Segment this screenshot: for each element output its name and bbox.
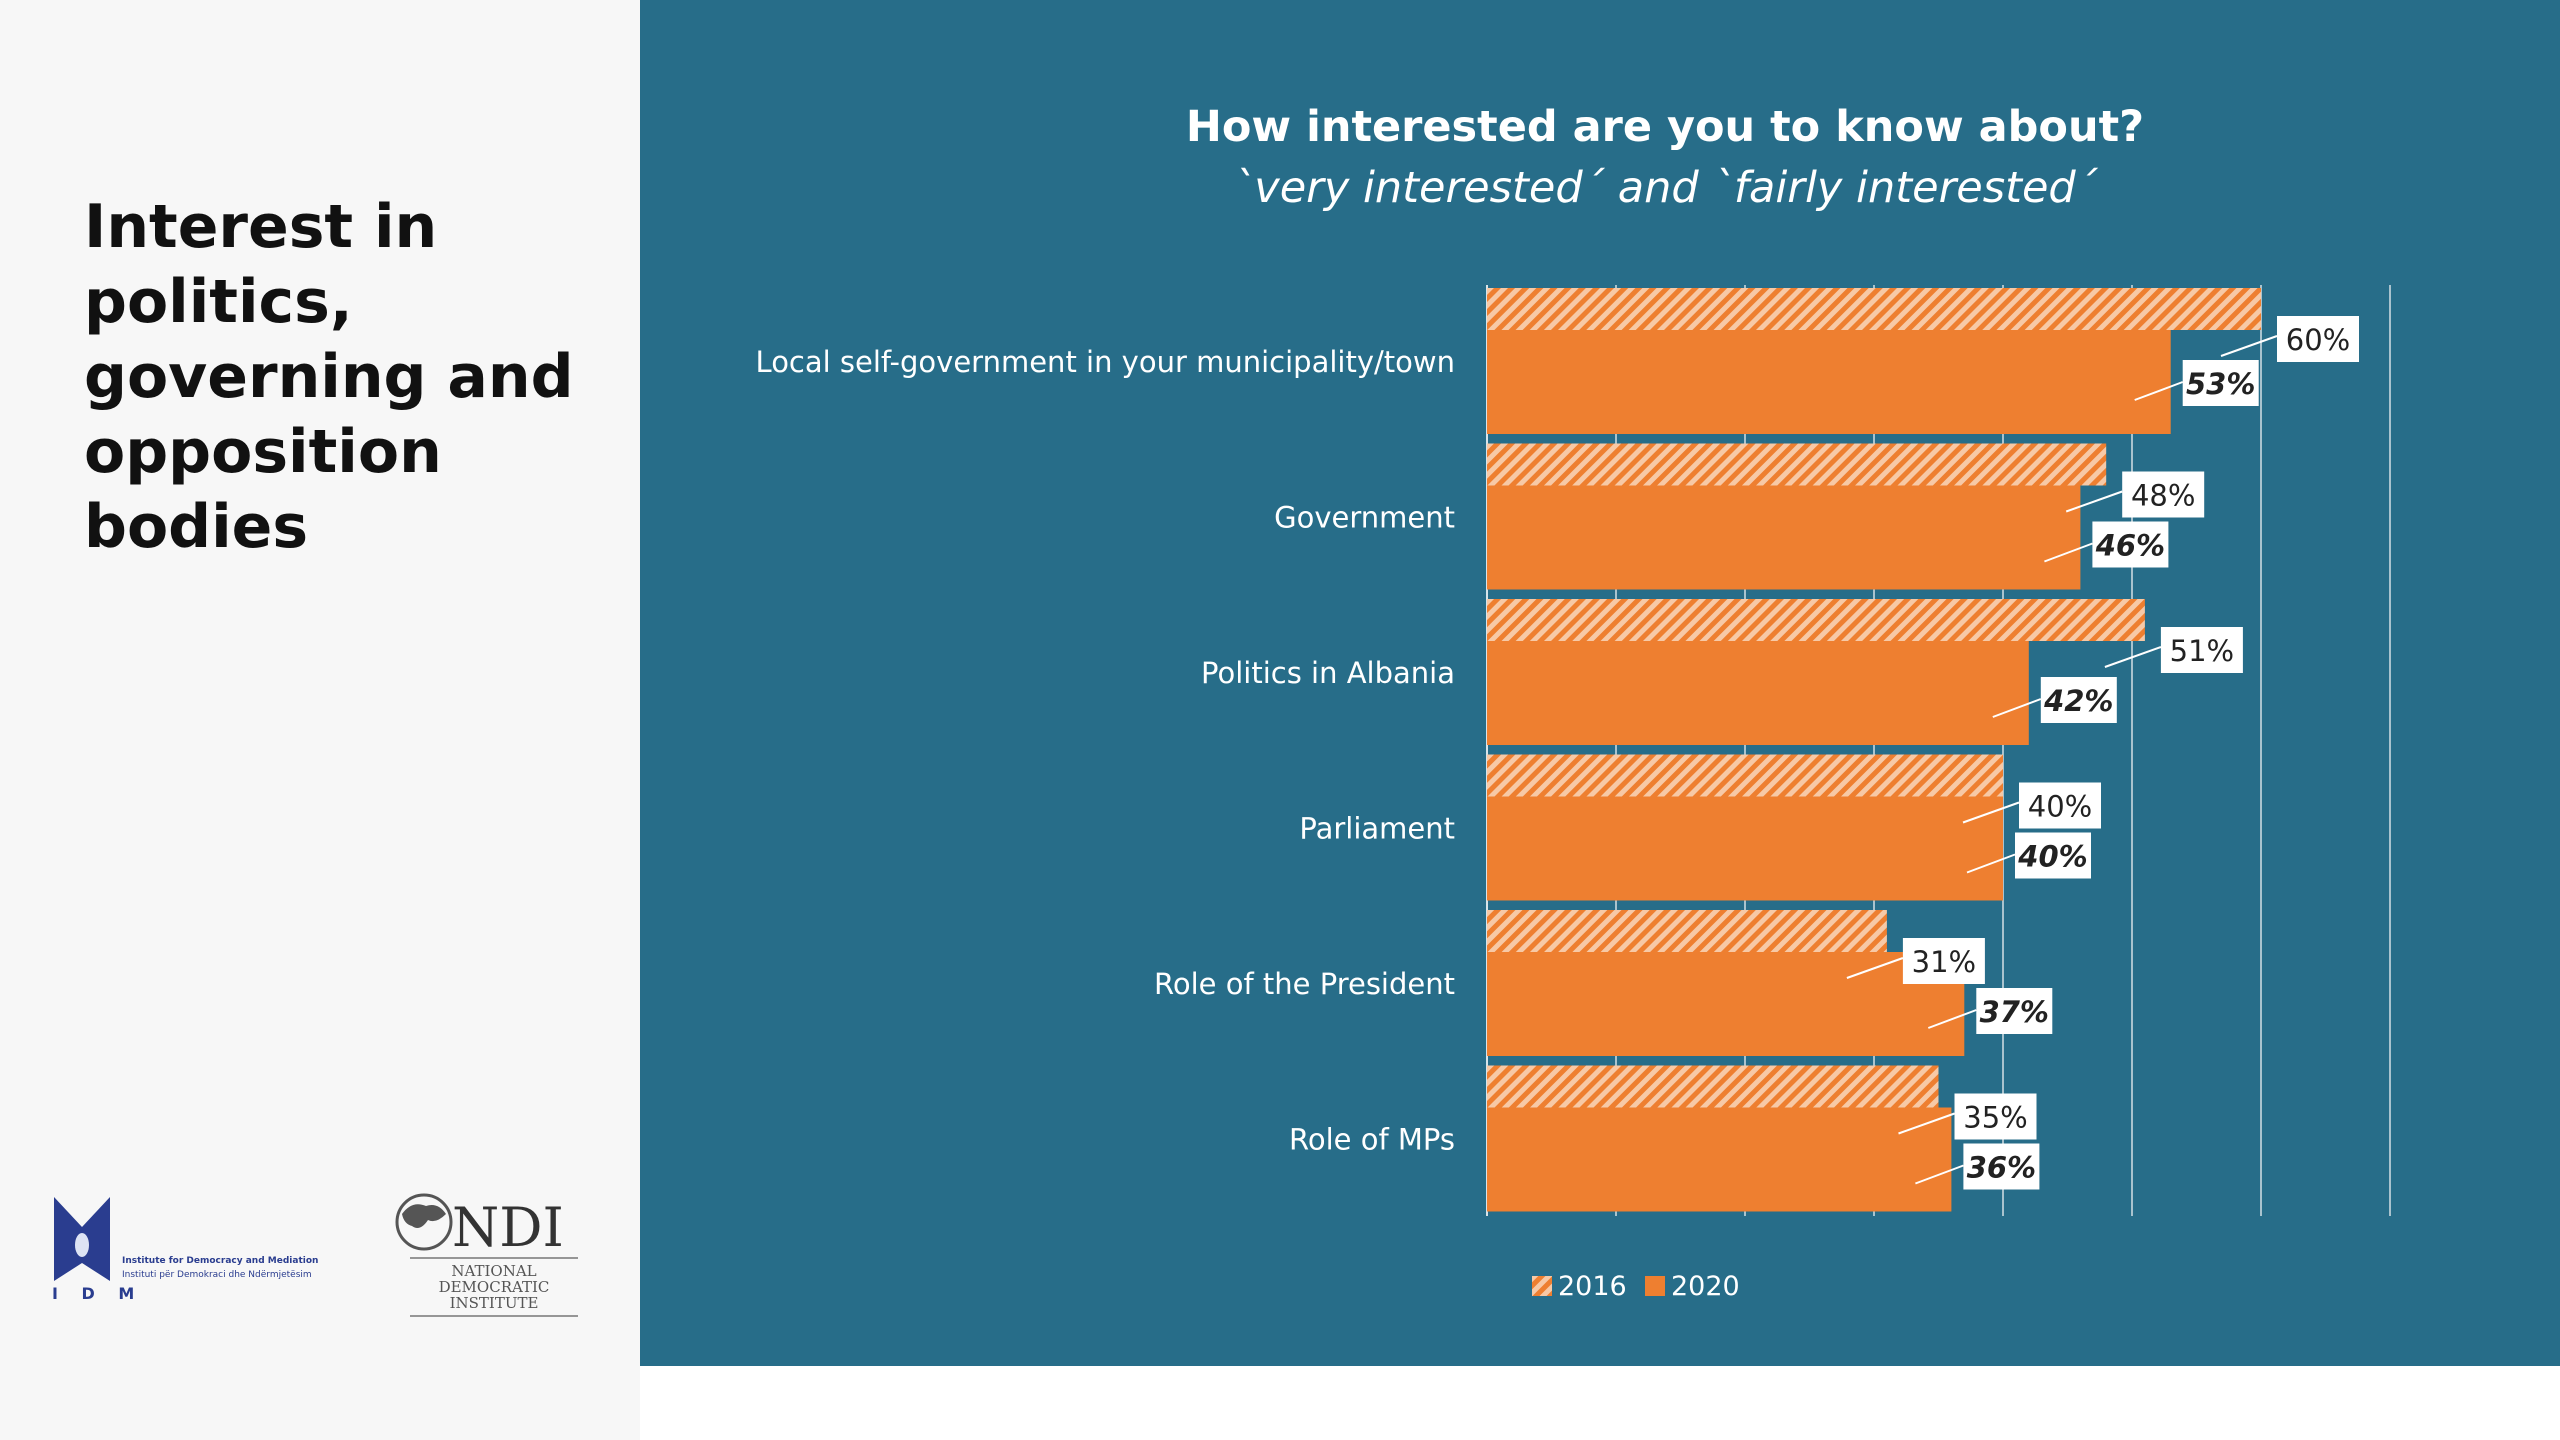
category-label: Politics in Albania <box>1201 656 1455 690</box>
data-label-text: 51% <box>2170 634 2234 668</box>
bar-2020 <box>1487 485 2081 590</box>
data-label-box <box>1902 938 1985 984</box>
idm-logo-mark-center <box>75 1233 89 1257</box>
leader-line-2016 <box>2104 646 2162 668</box>
data-label-text: 35% <box>1963 1101 2027 1135</box>
idm-logo: I D M Institute for Democracy and Mediat… <box>52 1197 318 1303</box>
data-label-text: 46% <box>2095 529 2165 563</box>
bar-2020 <box>1487 796 2003 901</box>
idm-logo-line1: Institute for Democracy and Mediation <box>122 1256 318 1266</box>
legend-swatch-2020 <box>1645 1276 1665 1296</box>
data-label-text: 48% <box>2131 479 2195 513</box>
data-label-2020: 46% <box>2092 521 2169 568</box>
data-label-text: 36% <box>1967 1151 2036 1185</box>
data-label-box <box>2015 832 2091 879</box>
idm-logo-line2: Instituti për Demokraci dhe Ndërmjetësim <box>122 1270 312 1280</box>
ndi-logo-line2: DEMOCRATIC <box>439 1278 550 1296</box>
data-label-text: 40% <box>2028 790 2092 824</box>
data-label-2020: 53% <box>2182 360 2259 406</box>
data-label-box <box>2277 316 2359 362</box>
category-labels: Local self-government in your municipali… <box>756 345 1455 1157</box>
data-label-box <box>2019 782 2101 829</box>
data-label-box <box>2122 471 2205 518</box>
data-label-2020: 37% <box>1976 988 2053 1034</box>
bar-2016 <box>1487 443 2107 486</box>
bar-2020 <box>1487 1107 1952 1212</box>
category-label: Local self-government in your municipali… <box>756 345 1455 379</box>
data-label-2020: 40% <box>2015 832 2091 879</box>
data-label-box <box>2182 360 2259 406</box>
data-label-2016: 35% <box>1954 1093 2037 1140</box>
legend-swatch-2016 <box>1532 1276 1552 1296</box>
category-label: Parliament <box>1299 812 1455 846</box>
bottom-strip <box>640 1366 2560 1440</box>
leader-line-2020 <box>1992 698 2042 718</box>
legend: 2016 2020 <box>1532 1271 1740 1302</box>
leader-line-2016 <box>1898 1112 1955 1135</box>
data-label-2020: 36% <box>1963 1143 2040 1190</box>
idm-logo-mark-right <box>82 1197 110 1281</box>
data-label-2020: 42% <box>2040 677 2117 723</box>
legend-label-2020: 2020 <box>1671 1271 1740 1302</box>
data-label-text: 42% <box>2043 684 2113 718</box>
leader-lines <box>1846 335 2278 1185</box>
leader-line-2016 <box>1846 957 1904 979</box>
category-label: Government <box>1274 501 1455 535</box>
data-label-2016: 40% <box>2019 782 2101 829</box>
data-label-box <box>2092 521 2169 568</box>
ndi-logo-mark: NDI <box>452 1196 564 1259</box>
ndi-logo: NDI NATIONAL DEMOCRATIC INSTITUTE <box>395 1193 578 1317</box>
leader-line-2020 <box>1927 1009 1977 1029</box>
bar-2016 <box>1487 1065 1939 1108</box>
bar-2016 <box>1487 599 2145 641</box>
idm-logo-mark-left <box>54 1197 82 1281</box>
slide-title: Interest in politics, governing and oppo… <box>84 192 574 562</box>
bar-2020 <box>1487 952 1965 1056</box>
leader-line-2020 <box>2044 542 2093 563</box>
ndi-globe-icon <box>395 1193 453 1251</box>
bar-2016 <box>1487 754 2003 797</box>
data-label-text: 53% <box>2186 367 2255 401</box>
leader-line-2020 <box>1915 1164 1964 1185</box>
bar-2016 <box>1487 288 2261 330</box>
bar-2016 <box>1487 910 1887 952</box>
data-label-text: 31% <box>1912 945 1976 979</box>
data-label-text: 37% <box>1980 995 2049 1029</box>
leader-line-2020 <box>2134 381 2184 401</box>
data-label-box <box>2040 677 2117 723</box>
data-label-text: 40% <box>2017 840 2087 874</box>
data-labels: 60% 53% 48% 46% 51% 42% 40% 40% 31%37% 35% 36% <box>1902 316 2359 1190</box>
chart-subtitle: `very interested´ and `fairly interested… <box>1232 163 2098 213</box>
ndi-logo-line1: NATIONAL <box>451 1262 536 1280</box>
idm-logo-mark-text: I D M <box>52 1284 143 1303</box>
leader-line-2016 <box>2065 490 2123 513</box>
leader-line-2016 <box>2220 335 2278 357</box>
category-label: Role of MPs <box>1289 1123 1455 1157</box>
data-label-2016: 31% <box>1902 938 1985 984</box>
data-label-2016: 48% <box>2122 471 2205 518</box>
data-label-2016: 60% <box>2277 316 2359 362</box>
data-label-box <box>1963 1143 2040 1190</box>
left-panel: Interest in politics, governing and oppo… <box>0 0 640 1440</box>
ndi-logo-line3: INSTITUTE <box>450 1294 539 1312</box>
bars <box>1487 288 2261 1212</box>
data-label-box <box>2160 627 2243 673</box>
legend-label-2016: 2016 <box>1558 1271 1627 1302</box>
bar-2020 <box>1487 641 2029 745</box>
ndi-globe-land <box>402 1204 446 1228</box>
leader-line-2016 <box>1962 801 2020 824</box>
bar-2020 <box>1487 330 2171 434</box>
data-label-box <box>1976 988 2053 1034</box>
category-label: Role of the President <box>1154 967 1455 1001</box>
gridlines <box>1486 285 2391 1216</box>
data-label-box <box>1954 1093 2037 1140</box>
chart-title: How interested are you to know about? <box>1185 102 2145 152</box>
data-label-2016: 51% <box>2160 627 2243 673</box>
data-label-text: 60% <box>2286 323 2350 357</box>
leader-line-2020 <box>1966 853 2016 874</box>
